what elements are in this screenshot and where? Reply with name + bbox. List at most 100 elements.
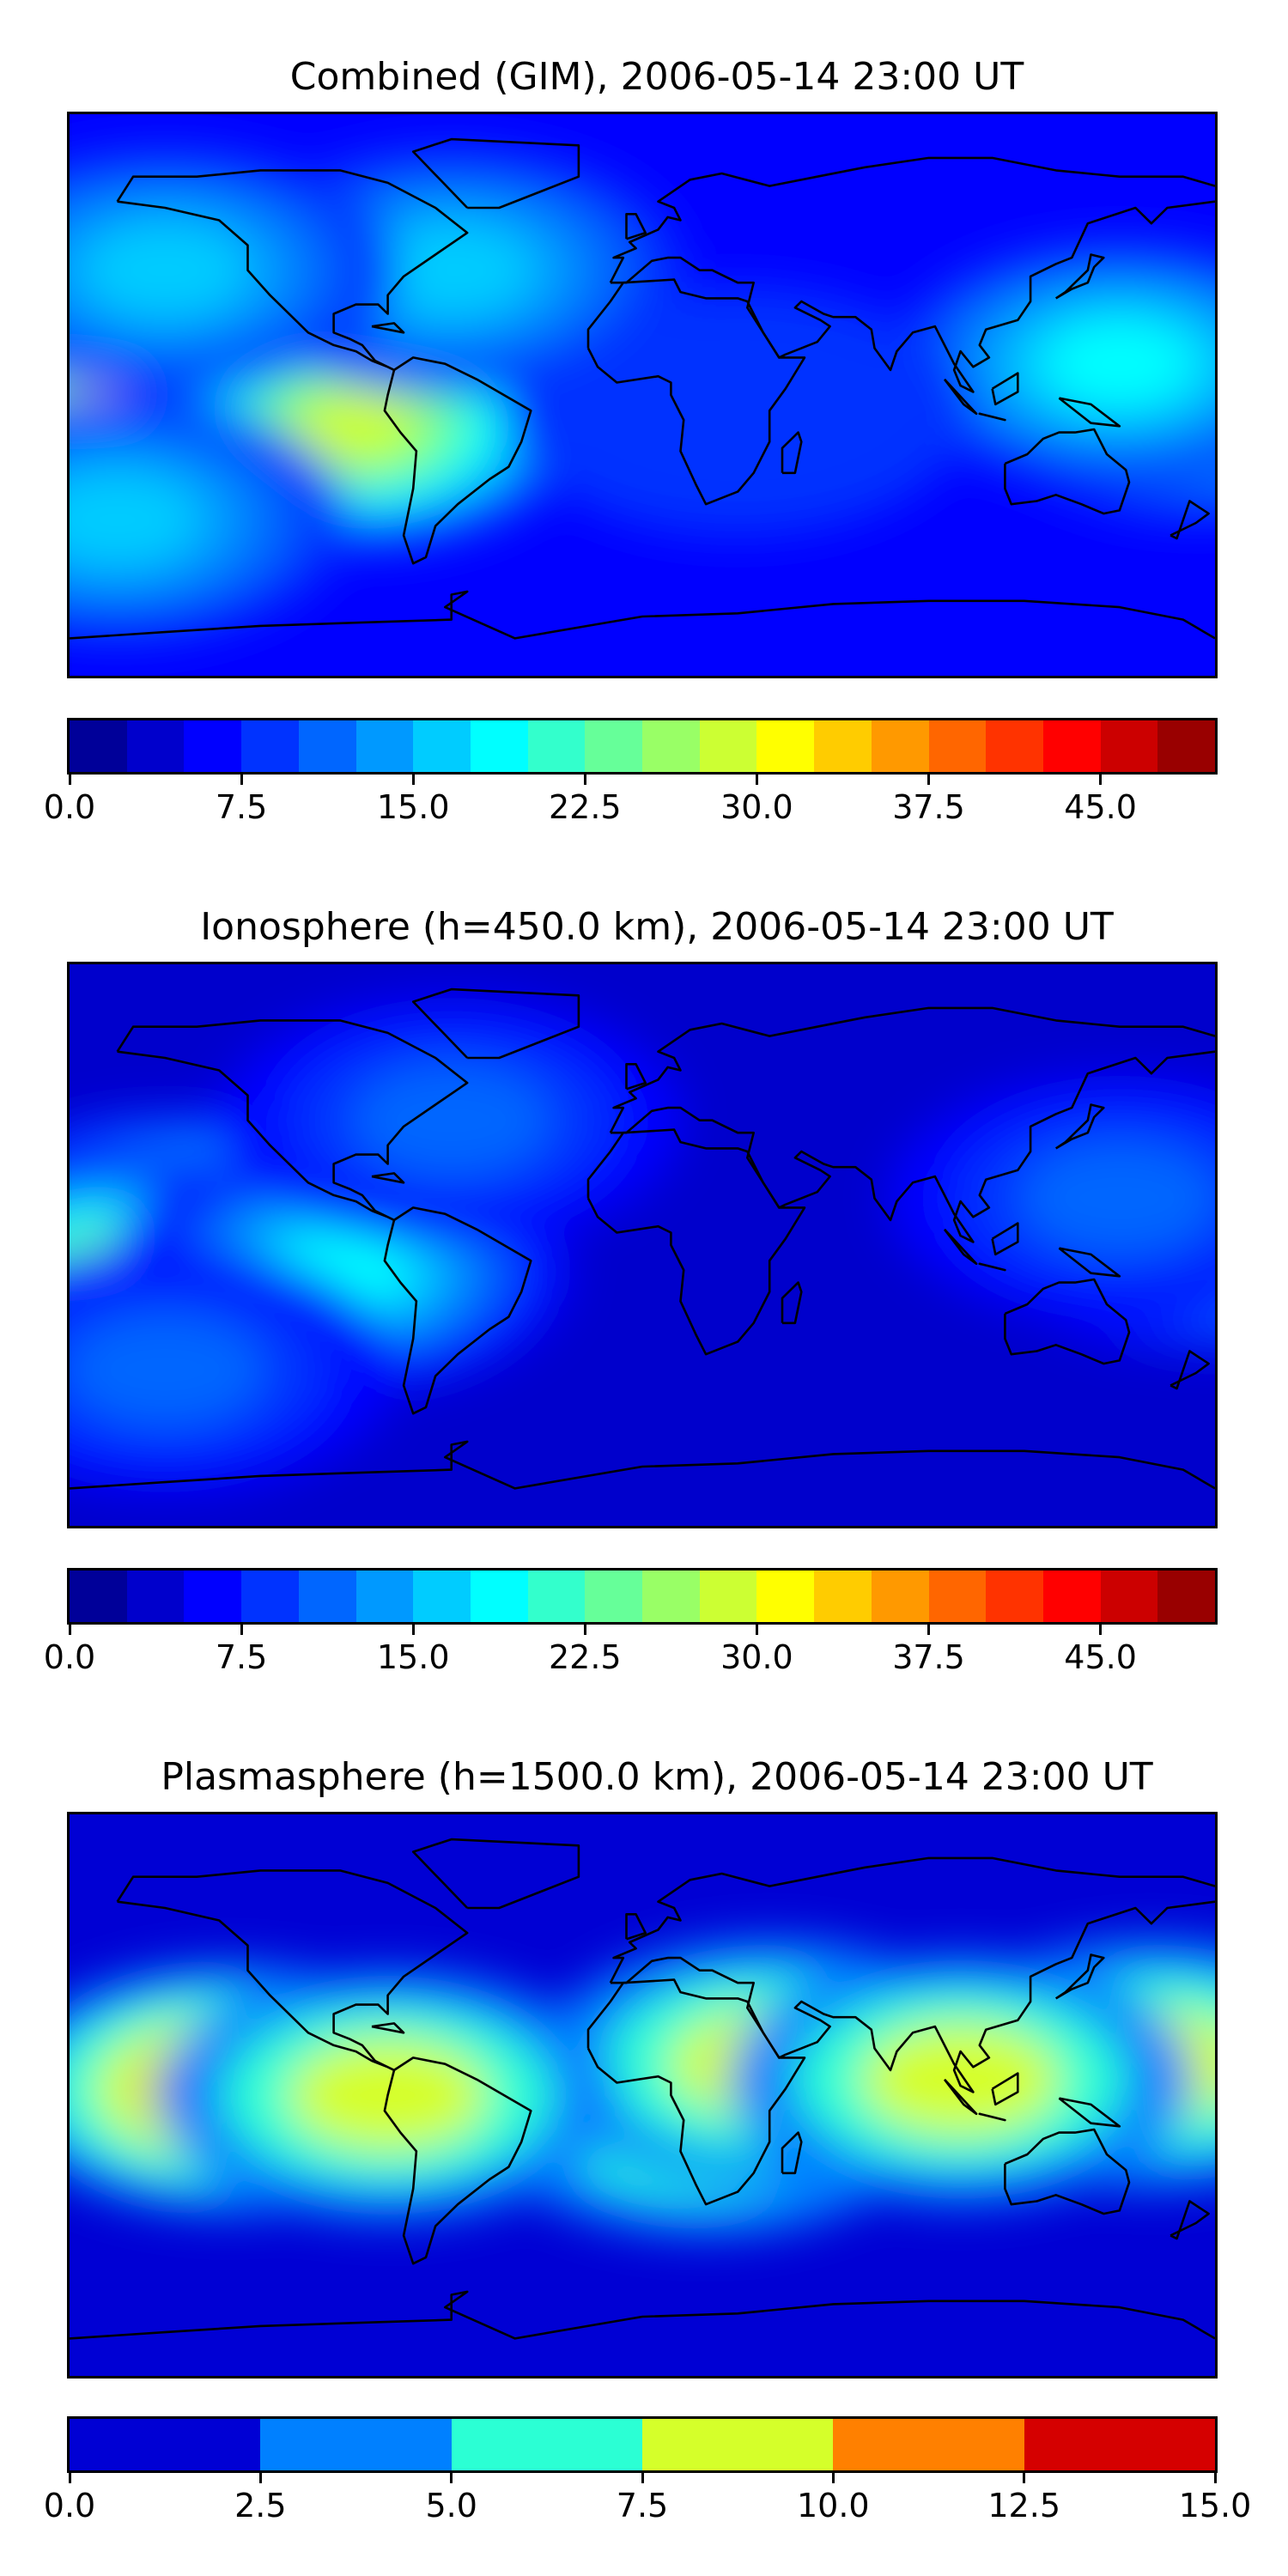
coastline-1 [383,356,532,565]
coastline-0 [116,1869,469,2072]
colorbar-segment [814,720,872,772]
colorbar-tick-label: 45.0 [1064,1638,1137,1676]
contour-blob-8-level-6 [81,222,249,318]
colorbar-segment [355,1571,414,1622]
coastline-1 [383,1206,532,1415]
colorbar-tick-label: 0.0 [43,2487,96,2524]
colorbar-tick-label: 10.0 [796,2487,870,2524]
panel-3-map [67,1812,1218,2379]
colorbar-tick-label: 15.0 [376,1638,450,1676]
colorbar-segment [1042,1571,1101,1622]
coastline-12 [978,2112,1006,2122]
colorbar-segment [451,2419,642,2470]
colorbar-segment [260,2419,452,2470]
colorbar-tick [755,1625,758,1635]
coastline-13 [991,1222,1019,1256]
colorbar-tick-label: 37.5 [892,788,965,826]
colorbar-tick [411,1625,415,1635]
coastline-13 [991,372,1019,406]
colorbar-tick [641,2473,644,2483]
coastline-5 [781,2131,803,2175]
colorbar-tick [755,775,758,785]
colorbar-tick-label: 22.5 [548,788,622,826]
colorbar-tick-label: 30.0 [720,1638,793,1676]
colorbar-segment [298,720,356,772]
colorbar-segment [585,720,643,772]
map-svg-3 [70,1814,1215,2376]
colorbar-tick-label: 5.0 [425,2487,477,2524]
colorbar-segment [1100,720,1158,772]
panel-2-colorbar [67,1568,1218,1625]
coastline-13 [991,2072,1019,2106]
colorbar-segment [241,720,299,772]
colorbar-segment [585,1571,643,1622]
coastline-7 [70,2290,1215,2340]
coastline-9 [411,1838,580,1910]
colorbar-segment [527,720,586,772]
coastline-16 [371,1172,405,1184]
coastline-7 [70,590,1215,640]
colorbar-segment [355,720,414,772]
coastline-0 [116,1019,469,1222]
contour-blob-6-level-4 [351,1064,552,1176]
colorbar-tick [927,775,930,785]
colorbar-segment [699,1571,757,1622]
colorbar-tick [258,2473,262,2483]
colorbar-tick [411,775,415,785]
coastline-3 [610,1900,1215,2093]
coastline-15 [1170,500,1210,540]
panel-2-title: Ionosphere (h=450.0 km), 2006-05-14 23:0… [200,905,1114,949]
colorbar-tick [583,1625,586,1635]
contour-blob-5-level-3 [860,2023,1061,2136]
coastline-15 [1170,2200,1210,2240]
colorbar-tick [240,775,243,785]
colorbar-segment [1157,720,1216,772]
colorbar-segment [527,1571,586,1622]
colorbar-segment [1042,720,1101,772]
colorbar-tick [240,1625,243,1635]
coastline-4 [586,1128,806,1356]
colorbar-tick [1099,1625,1103,1635]
coastline-16 [371,322,405,334]
map-svg-2 [70,964,1215,1526]
coastline-1 [383,2057,532,2265]
coastline-9 [411,987,580,1060]
coastline-7 [70,1440,1215,1490]
colorbar-segment [184,1571,242,1622]
panel-1-map [67,112,1218,678]
panel-3-title: Plasmasphere (h=1500.0 km), 2006-05-14 2… [161,1755,1153,1799]
colorbar-tick [68,1625,71,1635]
contour-blob-7-level-4 [70,1314,265,1426]
colorbar-segment [470,1571,528,1622]
map-svg-1 [70,114,1215,676]
colorbar-tick [1023,2473,1026,2483]
colorbar-segment [642,720,700,772]
colorbar-tick-label: 45.0 [1064,788,1137,826]
colorbar-segment [641,2419,834,2470]
colorbar-tick-label: 7.5 [215,1638,268,1676]
contour-blob-5-level-4 [1019,1142,1215,1255]
colorbar-segment [1100,1571,1158,1622]
colorbar-segment [986,1571,1043,1622]
colorbar-tick-label: 12.5 [987,2487,1060,2524]
colorbar-tick-label: 7.5 [215,788,268,826]
colorbar-segment [928,1571,987,1622]
coastline-11 [943,2078,978,2116]
colorbar-segment [871,1571,929,1622]
colorbar-tick [450,2473,453,2483]
coastline-8 [625,213,647,240]
colorbar-segment [70,2419,261,2470]
colorbar-segment [184,720,242,772]
colorbar-segment [814,1571,872,1622]
coastline-4 [586,278,806,506]
coastline-0 [116,169,469,372]
colorbar-tick [927,1625,930,1635]
coastline-14 [1058,2097,1121,2128]
colorbar-tick [583,775,586,785]
panel-3-colorbar [67,2416,1218,2473]
colorbar-tick [68,775,71,785]
coastline-14 [1058,1247,1121,1278]
colorbar-tick-label: 30.0 [720,788,793,826]
colorbar-tick-label: 22.5 [548,1638,622,1676]
colorbar-segment [70,720,127,772]
